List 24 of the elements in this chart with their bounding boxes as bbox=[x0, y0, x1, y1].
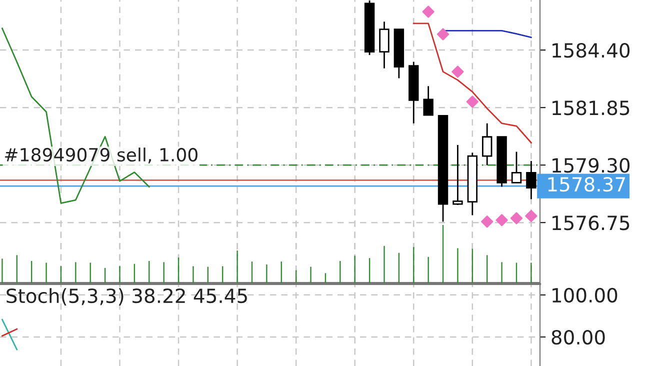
candlestick bbox=[511, 151, 522, 184]
ref-line-label: #18949079 sell, 1.00 bbox=[5, 148, 198, 164]
y-tick-label: 1581.85 bbox=[552, 100, 630, 116]
candlestick bbox=[482, 122, 492, 166]
candlestick bbox=[423, 85, 434, 116]
point bbox=[436, 28, 450, 40]
point bbox=[466, 96, 478, 108]
candlestick bbox=[526, 160, 536, 200]
point bbox=[525, 210, 538, 222]
point bbox=[452, 66, 464, 78]
point bbox=[422, 6, 434, 18]
annotation: Stoch(5,3,3) 38.22 45.45 bbox=[6, 288, 247, 306]
line-series bbox=[412, 22, 532, 144]
candlestick bbox=[379, 20, 390, 70]
y-tick-label: 80.00 bbox=[552, 330, 605, 345]
y-tick-label: 1576.75 bbox=[552, 216, 630, 230]
point bbox=[510, 212, 523, 224]
y-tick-label: 100.00 bbox=[552, 288, 618, 303]
ref-line-label: 1578.37 bbox=[548, 176, 625, 192]
y-tick-label: 1579.30 bbox=[552, 158, 630, 173]
y-tick-label: 1584.40 bbox=[552, 43, 630, 58]
candlestick bbox=[452, 144, 463, 206]
point bbox=[481, 216, 494, 228]
point bbox=[496, 214, 508, 226]
